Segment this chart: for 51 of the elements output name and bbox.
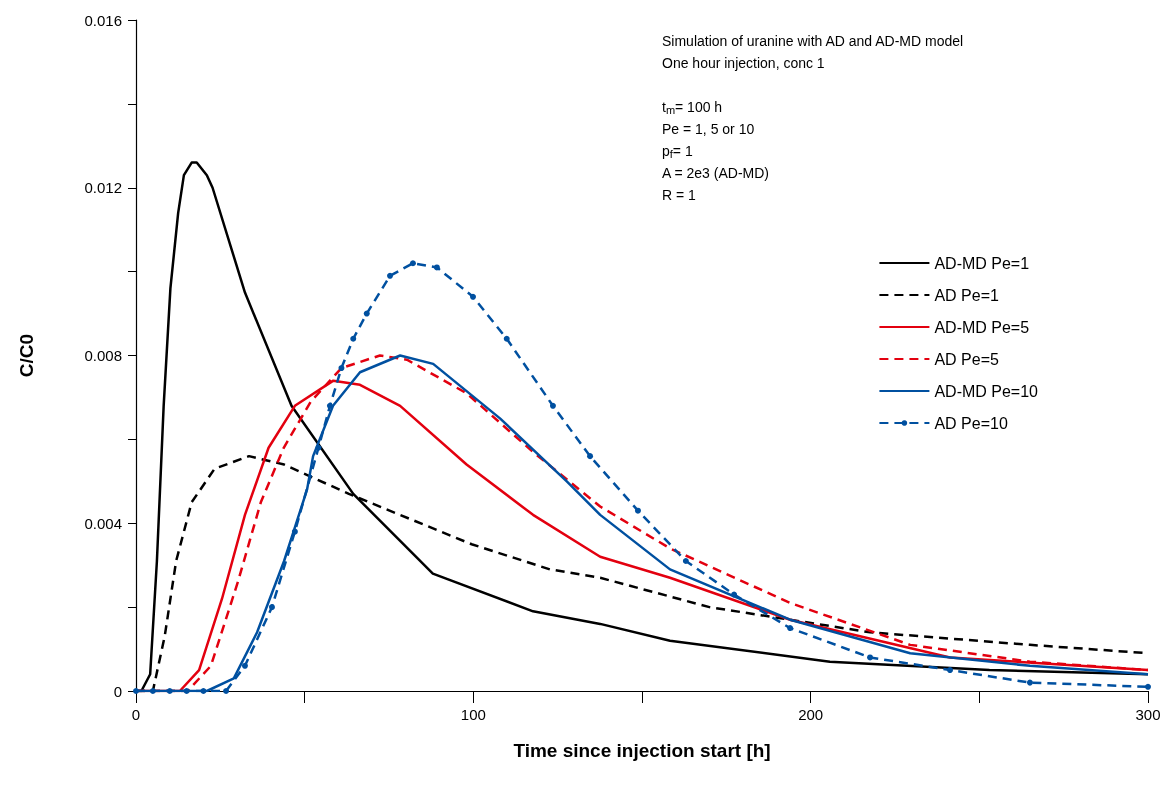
- y-tick-label: 0.016: [84, 11, 122, 29]
- point: [350, 335, 357, 342]
- point: [867, 654, 874, 661]
- point: [1145, 683, 1151, 690]
- point: [363, 310, 370, 317]
- annotation: Pe = 1, 5 or 10: [662, 121, 755, 137]
- legend-label: AD-MD Pe=10: [934, 382, 1039, 400]
- point: [409, 260, 416, 267]
- point: [387, 272, 394, 279]
- point: [587, 453, 594, 460]
- point: [149, 688, 156, 694]
- legend-label: AD Pe=1: [934, 286, 999, 304]
- point: [634, 507, 641, 514]
- point: [183, 688, 190, 694]
- legend-label: AD-MD Pe=5: [934, 318, 1030, 336]
- point: [787, 625, 794, 632]
- annotation: One hour injection, conc 1: [662, 55, 825, 71]
- point: [433, 264, 440, 271]
- legend-label: AD Pe=5: [934, 350, 999, 368]
- x-tick-label: 0: [131, 706, 141, 723]
- point: [200, 688, 207, 694]
- point: [326, 402, 333, 409]
- annotation: Simulation of uranine with AD and AD-MD model: [662, 33, 964, 49]
- point: [268, 604, 275, 611]
- point: [470, 293, 476, 300]
- y-tick-label: 0: [113, 682, 122, 700]
- x-axis-title: Time since injection start [h]: [513, 740, 771, 761]
- point: [241, 662, 248, 669]
- point: [946, 667, 953, 674]
- annotation: A = 2e3 (AD-MD): [662, 165, 769, 181]
- point: [315, 444, 322, 451]
- legend-label: AD Pe=10: [934, 414, 1008, 432]
- y-tick-label: 0.004: [84, 514, 122, 532]
- point: [731, 591, 738, 598]
- point: [291, 528, 298, 535]
- point: [1026, 679, 1033, 686]
- legend-label: AD-MD Pe=1: [934, 254, 1030, 272]
- point: [338, 365, 345, 372]
- x-tick-label: 100: [460, 706, 486, 723]
- annotation: R = 1: [662, 187, 697, 203]
- point: [223, 688, 230, 694]
- x-tick-label: 300: [1135, 706, 1161, 723]
- point: [503, 335, 510, 342]
- y-tick-label: 0.012: [84, 179, 122, 197]
- point: [166, 688, 173, 694]
- point: [682, 558, 689, 564]
- point: [549, 402, 556, 409]
- y-tick-label: 0.008: [84, 347, 122, 364]
- point: [133, 688, 139, 694]
- y-axis-title: C/C0: [16, 333, 37, 378]
- x-tick-label: 200: [798, 706, 824, 723]
